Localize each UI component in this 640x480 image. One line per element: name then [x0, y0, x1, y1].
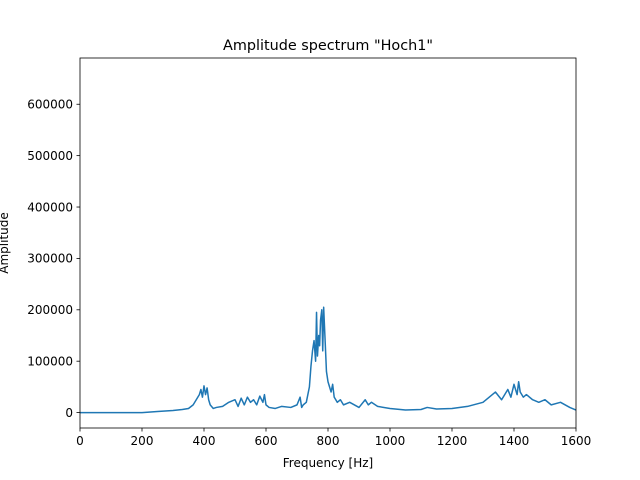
x-tick-label: 200	[131, 434, 154, 448]
y-tick-label: 200000	[27, 303, 73, 317]
y-tick-label: 100000	[27, 354, 73, 368]
x-axis-label: Frequency [Hz]	[283, 456, 374, 470]
x-tick-label: 400	[193, 434, 216, 448]
y-tick-label: 300000	[27, 252, 73, 266]
plot-area	[80, 58, 576, 428]
x-axis-ticks: 0 200 400 600 800 1000 1200 1400 1600	[76, 428, 591, 448]
x-tick-label: 1400	[499, 434, 530, 448]
y-tick-label: 0	[65, 406, 73, 420]
y-axis-ticks: 0 100000 200000 300000 400000 500000 600000	[27, 98, 80, 420]
x-tick-label: 1600	[561, 434, 592, 448]
plot-frame	[79, 57, 577, 429]
x-tick-label: 800	[317, 434, 340, 448]
x-tick-label: 600	[255, 434, 278, 448]
y-tick-label: 600000	[27, 98, 73, 112]
y-axis-label: Amplitude	[0, 212, 11, 274]
y-tick-label: 500000	[27, 149, 73, 163]
chart-title: Amplitude spectrum "Hoch1"	[223, 38, 433, 54]
x-tick-label: 0	[76, 434, 84, 448]
amplitude-series-line	[80, 306, 576, 414]
x-tick-label: 1200	[437, 434, 468, 448]
x-tick-label: 1000	[375, 434, 406, 448]
y-tick-label: 400000	[27, 200, 73, 214]
